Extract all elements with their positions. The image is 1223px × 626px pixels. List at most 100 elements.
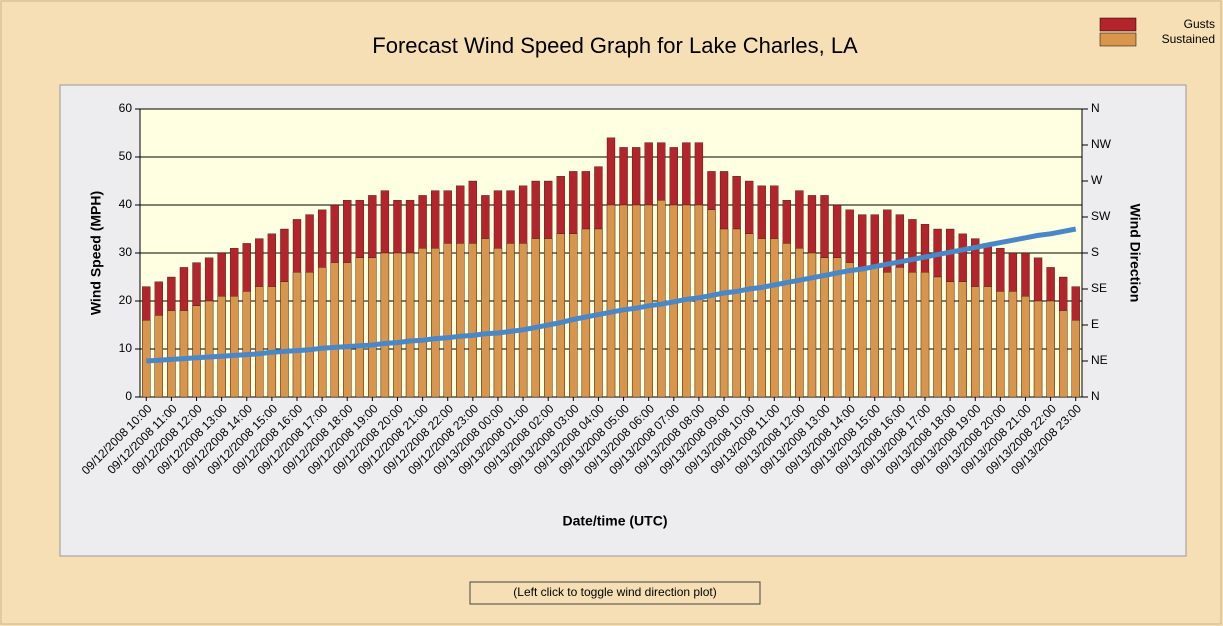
y2-tick-label: SE	[1091, 281, 1107, 295]
bar	[443, 243, 452, 398]
y2-tick-label: S	[1091, 245, 1099, 259]
bar	[694, 204, 704, 398]
bar	[292, 272, 302, 398]
bar	[983, 286, 992, 398]
bar	[945, 281, 955, 398]
bar	[996, 291, 1005, 398]
bar	[204, 300, 214, 398]
bar	[832, 257, 842, 398]
bar	[807, 252, 817, 398]
y-tick-label: 0	[125, 389, 132, 403]
chart-title: Forecast Wind Speed Graph for Lake Charl…	[372, 33, 858, 58]
bar	[1008, 291, 1018, 398]
legend-label: Sustained	[1162, 32, 1215, 46]
x-axis-label: Date/time (UTC)	[562, 513, 667, 529]
direction-line	[146, 226, 1077, 364]
bar	[167, 310, 176, 398]
bar	[732, 228, 741, 398]
y-tick-label: 10	[119, 341, 133, 355]
bar	[770, 238, 779, 398]
y-tick-label: 50	[119, 149, 133, 163]
bar	[920, 272, 930, 398]
legend-swatch	[1099, 32, 1137, 47]
bar	[456, 243, 465, 398]
y2-tick-label: N	[1091, 389, 1100, 403]
bar	[908, 272, 917, 398]
bar	[657, 200, 666, 398]
bar	[1021, 296, 1030, 398]
bar	[556, 233, 565, 398]
bar	[230, 296, 239, 398]
bar	[267, 286, 277, 398]
legend-swatch	[1099, 17, 1137, 32]
toggle-button-label[interactable]: (Left click to toggle wind direction plo…	[513, 585, 716, 599]
y2-tick-label: NE	[1091, 353, 1108, 367]
bar	[481, 238, 490, 398]
bar	[280, 281, 289, 398]
y-tick-label: 30	[119, 245, 133, 259]
bar	[958, 281, 967, 398]
bar	[305, 272, 314, 398]
bar	[569, 233, 578, 398]
bar	[242, 291, 251, 398]
bar	[745, 233, 754, 398]
bar	[317, 267, 327, 398]
bar	[255, 286, 264, 398]
bar	[368, 257, 377, 398]
bar	[192, 305, 201, 398]
bar	[971, 286, 980, 398]
legend-label: Gusts	[1184, 17, 1215, 31]
bar	[380, 252, 390, 398]
bar	[870, 267, 879, 398]
bar	[606, 204, 616, 398]
bar	[782, 243, 791, 398]
bar	[883, 272, 892, 398]
bar	[933, 276, 942, 398]
bar	[405, 252, 415, 398]
bar	[1059, 310, 1068, 398]
bar	[820, 257, 829, 398]
bar	[619, 204, 628, 398]
bar	[895, 267, 905, 398]
y2-tick-label: W	[1091, 173, 1103, 187]
bar	[757, 238, 766, 398]
bar	[795, 248, 804, 398]
bar	[1046, 300, 1055, 398]
bar	[581, 228, 591, 398]
bar	[355, 257, 364, 398]
toggle-button[interactable]	[469, 581, 761, 605]
bar	[845, 262, 854, 398]
y2-tick-label: E	[1091, 317, 1099, 331]
y2-tick-label: NW	[1091, 137, 1112, 151]
bar	[707, 209, 716, 398]
y-tick-label: 40	[119, 197, 133, 211]
bar	[468, 243, 477, 398]
y-axis-label: Wind Speed (MPH)	[88, 191, 104, 315]
bar	[506, 243, 515, 398]
bar	[644, 204, 653, 398]
bar	[393, 252, 402, 398]
bar	[330, 262, 339, 398]
bar	[431, 248, 440, 398]
bar	[858, 267, 867, 398]
bar	[531, 238, 540, 398]
bar	[719, 228, 729, 398]
y-tick-label: 20	[119, 293, 133, 307]
bar	[154, 315, 163, 398]
bar	[631, 204, 641, 398]
bar	[518, 243, 528, 398]
bar	[217, 296, 226, 398]
bar	[179, 310, 189, 398]
bar	[343, 262, 352, 398]
y2-tick-label: N	[1091, 101, 1100, 115]
bar	[1071, 320, 1080, 398]
y-tick-label: 60	[119, 101, 133, 115]
y2-tick-label: SW	[1091, 209, 1111, 223]
bar	[1033, 300, 1043, 398]
bar	[544, 238, 553, 398]
bar	[493, 248, 503, 398]
y2-axis-label: Wind Direction	[1127, 204, 1143, 303]
bar	[418, 248, 427, 398]
